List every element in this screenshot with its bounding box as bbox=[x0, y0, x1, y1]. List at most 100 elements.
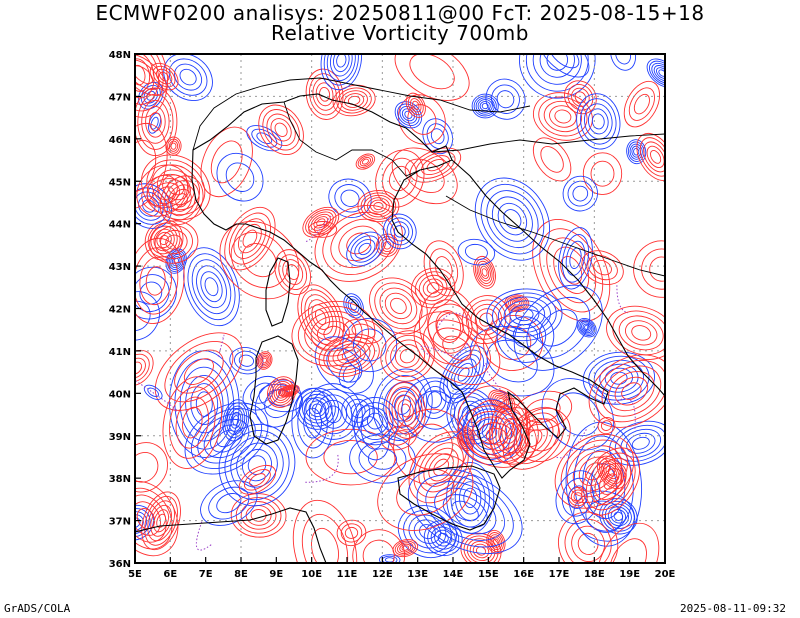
positive-vorticity-contour bbox=[369, 277, 428, 335]
negative-vorticity-contour bbox=[423, 520, 463, 557]
positive-vorticity-contour bbox=[219, 220, 300, 300]
lat-tick-label: 47N bbox=[109, 92, 131, 103]
zero-contour bbox=[195, 521, 212, 551]
positive-vorticity-contour bbox=[606, 305, 665, 360]
coastline-borders bbox=[135, 77, 665, 563]
zero-contour bbox=[217, 334, 225, 357]
negative-vorticity-contour bbox=[485, 78, 526, 120]
negative-vorticity-contour bbox=[394, 101, 423, 129]
positive-vorticity-contour bbox=[256, 351, 273, 370]
footer-timestamp: 2025-08-11-09:32 bbox=[680, 602, 786, 615]
zero-contour bbox=[437, 312, 470, 329]
negative-vorticity-contour bbox=[474, 177, 550, 261]
positive-vorticity-contour bbox=[427, 303, 473, 350]
sicily-coastline bbox=[397, 465, 501, 531]
zero-contour bbox=[303, 454, 339, 483]
lat-tick-label: 43N bbox=[109, 262, 131, 273]
lat-tick-label: 44N bbox=[109, 220, 131, 231]
negative-vorticity-contour bbox=[351, 396, 399, 446]
positive-vorticity-contour bbox=[473, 255, 496, 289]
negative-vorticity-contour bbox=[513, 284, 603, 371]
positive-vorticity-contour bbox=[558, 511, 619, 563]
lon-tick-label: 12E bbox=[372, 569, 393, 580]
lon-tick-label: 15E bbox=[478, 569, 499, 580]
negative-vorticity-contour bbox=[576, 93, 621, 150]
positive-vorticity-contour bbox=[581, 447, 641, 516]
negative-vorticity-contour bbox=[486, 288, 563, 342]
lat-tick-label: 46N bbox=[109, 135, 131, 146]
lat-tick-label: 40N bbox=[109, 389, 131, 400]
positive-vorticity-contour bbox=[532, 137, 572, 182]
footer-credit: GrADS/COLA bbox=[4, 602, 71, 615]
positive-vorticity-contour bbox=[135, 237, 185, 324]
lat-tick-label: 38N bbox=[109, 474, 131, 485]
positive-vorticity-contour bbox=[292, 499, 358, 563]
corsica-coastline bbox=[265, 257, 291, 327]
lat-tick-label: 37N bbox=[109, 517, 131, 528]
negative-vorticity-contour bbox=[346, 231, 384, 267]
lon-tick-label: 13E bbox=[407, 569, 428, 580]
positive-vorticity-contour bbox=[141, 491, 181, 551]
axis-ticks: 5E 6E 7E 8E 9E 10E 11E 12E 13E 14E 15E 16E 17E 18E 19E… bbox=[109, 50, 676, 580]
italy-coastline bbox=[191, 93, 609, 479]
lon-tick-label: 19E bbox=[619, 569, 640, 580]
positive-vorticity-contour bbox=[135, 442, 168, 493]
positive-vorticity-contour bbox=[135, 87, 178, 157]
negative-vorticity-contour bbox=[538, 54, 590, 78]
lat-tick-label: 41N bbox=[109, 347, 131, 358]
negative-vorticity-contour bbox=[555, 470, 601, 525]
lon-tick-label: 5E bbox=[128, 569, 142, 580]
lon-tick-label: 17E bbox=[549, 569, 570, 580]
zero-contour bbox=[483, 363, 512, 404]
negative-vorticity-contour bbox=[382, 213, 417, 250]
positive-vorticity-contour bbox=[392, 539, 419, 558]
lat-lon-grid bbox=[135, 54, 665, 563]
positive-vorticity-contour bbox=[162, 376, 223, 469]
positive-vorticity-contour bbox=[423, 240, 464, 297]
positive-vorticity-contour bbox=[597, 417, 616, 435]
lon-tick-label: 20E bbox=[655, 569, 676, 580]
zero-contour bbox=[614, 398, 636, 429]
negative-vorticity-contour bbox=[163, 54, 213, 101]
positive-vorticity-contour bbox=[149, 220, 199, 264]
lon-tick-label: 9E bbox=[269, 569, 283, 580]
lon-tick-label: 14E bbox=[443, 569, 464, 580]
negative-vorticity-contour bbox=[610, 54, 636, 71]
lon-tick-label: 7E bbox=[199, 569, 213, 580]
positive-vorticity-contour bbox=[136, 164, 189, 217]
positive-vorticity-contour bbox=[305, 428, 396, 486]
zero-contour bbox=[305, 215, 332, 242]
negative-vorticity-contour bbox=[457, 238, 496, 266]
negative-vorticity-contour bbox=[609, 420, 665, 466]
negative-vorticity-contour bbox=[320, 54, 362, 91]
sardinia-coastline bbox=[249, 335, 299, 445]
positive-vorticity-contour bbox=[135, 54, 167, 96]
lat-tick-label: 36N bbox=[109, 559, 131, 570]
lon-tick-label: 6E bbox=[163, 569, 177, 580]
positive-vorticity-contour bbox=[623, 80, 661, 128]
positive-vorticity-contour bbox=[238, 464, 277, 495]
positive-vorticity-contour bbox=[596, 522, 660, 563]
positive-vorticity-contour bbox=[380, 330, 435, 382]
positive-vorticity-contour bbox=[581, 250, 624, 285]
positive-vorticity-contour bbox=[135, 122, 168, 209]
positive-vorticity-contour bbox=[394, 54, 470, 101]
vorticity-contours bbox=[135, 54, 665, 563]
positive-vorticity-contour bbox=[258, 104, 304, 155]
positive-vorticity-contour bbox=[405, 92, 426, 118]
positive-vorticity-contour bbox=[336, 519, 367, 547]
negative-vorticity-contour bbox=[218, 423, 296, 507]
negative-vorticity-contour bbox=[183, 247, 240, 327]
map-title: ECMWF0200 analisys: 20250811@00 FcT: 202… bbox=[95, 1, 705, 25]
positive-vorticity-contour bbox=[224, 206, 276, 271]
country-borders bbox=[192, 77, 665, 277]
negative-vorticity-contour bbox=[295, 387, 340, 430]
positive-vorticity-contour bbox=[135, 349, 154, 387]
positive-vorticity-contour bbox=[355, 153, 376, 170]
lat-tick-label: 45N bbox=[109, 177, 131, 188]
lon-tick-label: 18E bbox=[584, 569, 605, 580]
positive-vorticity-contour bbox=[332, 84, 376, 117]
lat-tick-label: 48N bbox=[109, 50, 131, 61]
negative-vorticity-contour bbox=[407, 468, 523, 554]
